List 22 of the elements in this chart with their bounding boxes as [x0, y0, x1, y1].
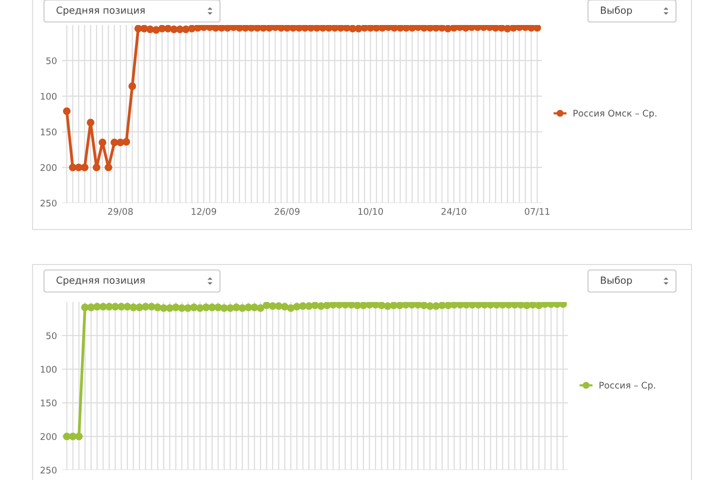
text: Средняя позиция: [56, 276, 145, 286]
x-tick-label: 26/09: [274, 208, 300, 216]
y-tick-label: 50: [46, 57, 57, 64]
y-tick-label: 50: [46, 332, 57, 340]
y-tick-label: 200: [40, 164, 57, 171]
legend-label: Россия Омск – Ср.: [574, 110, 656, 118]
x-tick-label: 24/10: [442, 208, 466, 216]
legend-label: Россия – Ср.: [600, 382, 656, 390]
text: Выбор: [600, 6, 632, 16]
y-tick-label: 200: [40, 433, 57, 440]
x-tick-label: 29/08: [108, 208, 133, 216]
x-tick-label: 10/10: [358, 208, 383, 216]
y-tick-label: 250: [40, 200, 57, 207]
x-tick-label: 12/09: [192, 208, 216, 216]
y-tick-label: 250: [40, 466, 57, 474]
y-tick-label: 150: [40, 128, 57, 136]
text: Выбор: [600, 276, 632, 286]
text: Средняя позиция: [56, 6, 145, 16]
x-tick-label: 07/11: [524, 208, 550, 216]
y-tick-label: 100: [40, 366, 57, 373]
y-tick-label: 150: [40, 400, 57, 406]
y-tick-label: 100: [40, 92, 57, 100]
